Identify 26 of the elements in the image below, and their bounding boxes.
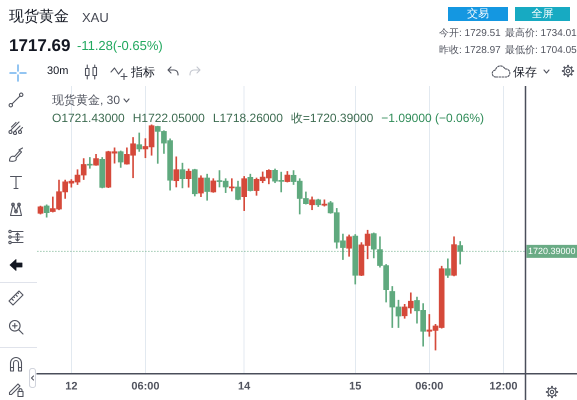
annotation: O1721.43000 [52, 111, 125, 125]
annotation: −1.09000 (−0.06%) [381, 111, 484, 125]
annotation: H1722.05000 [132, 111, 205, 125]
text: 今开: 1729.51 [439, 28, 501, 39]
text: 1720.39000 [526, 246, 577, 256]
x-tick-label: 15 [349, 380, 362, 392]
chart-subtitle: XAU [82, 10, 109, 25]
text: 指标 [131, 65, 155, 79]
x-tick-label: 12:00 [489, 380, 518, 392]
text: 30m [47, 65, 68, 77]
text: -11.28(-0.65%) [77, 38, 163, 53]
text: 最低价: 1704.05 [505, 45, 577, 56]
x-tick-label: 06:00 [131, 380, 160, 392]
text: 现货黄金, 30 [52, 93, 120, 107]
text: 1717.69 [9, 36, 70, 55]
annotation: 收=1720.39000 [290, 111, 374, 125]
annotation: L1718.26000 [212, 111, 283, 125]
x-tick-label: 14 [238, 380, 252, 392]
x-tick-label: 12 [65, 380, 78, 392]
text: 保存 [513, 65, 537, 79]
text: 昨收: 1728.97 [439, 45, 501, 56]
button: 交易 [448, 7, 508, 21]
x-tick-label: 06:00 [415, 380, 444, 392]
chart-title: 现货黄金 [9, 8, 69, 25]
text: 最高价: 1734.01 [505, 28, 577, 39]
button: 全屏 [515, 7, 570, 21]
